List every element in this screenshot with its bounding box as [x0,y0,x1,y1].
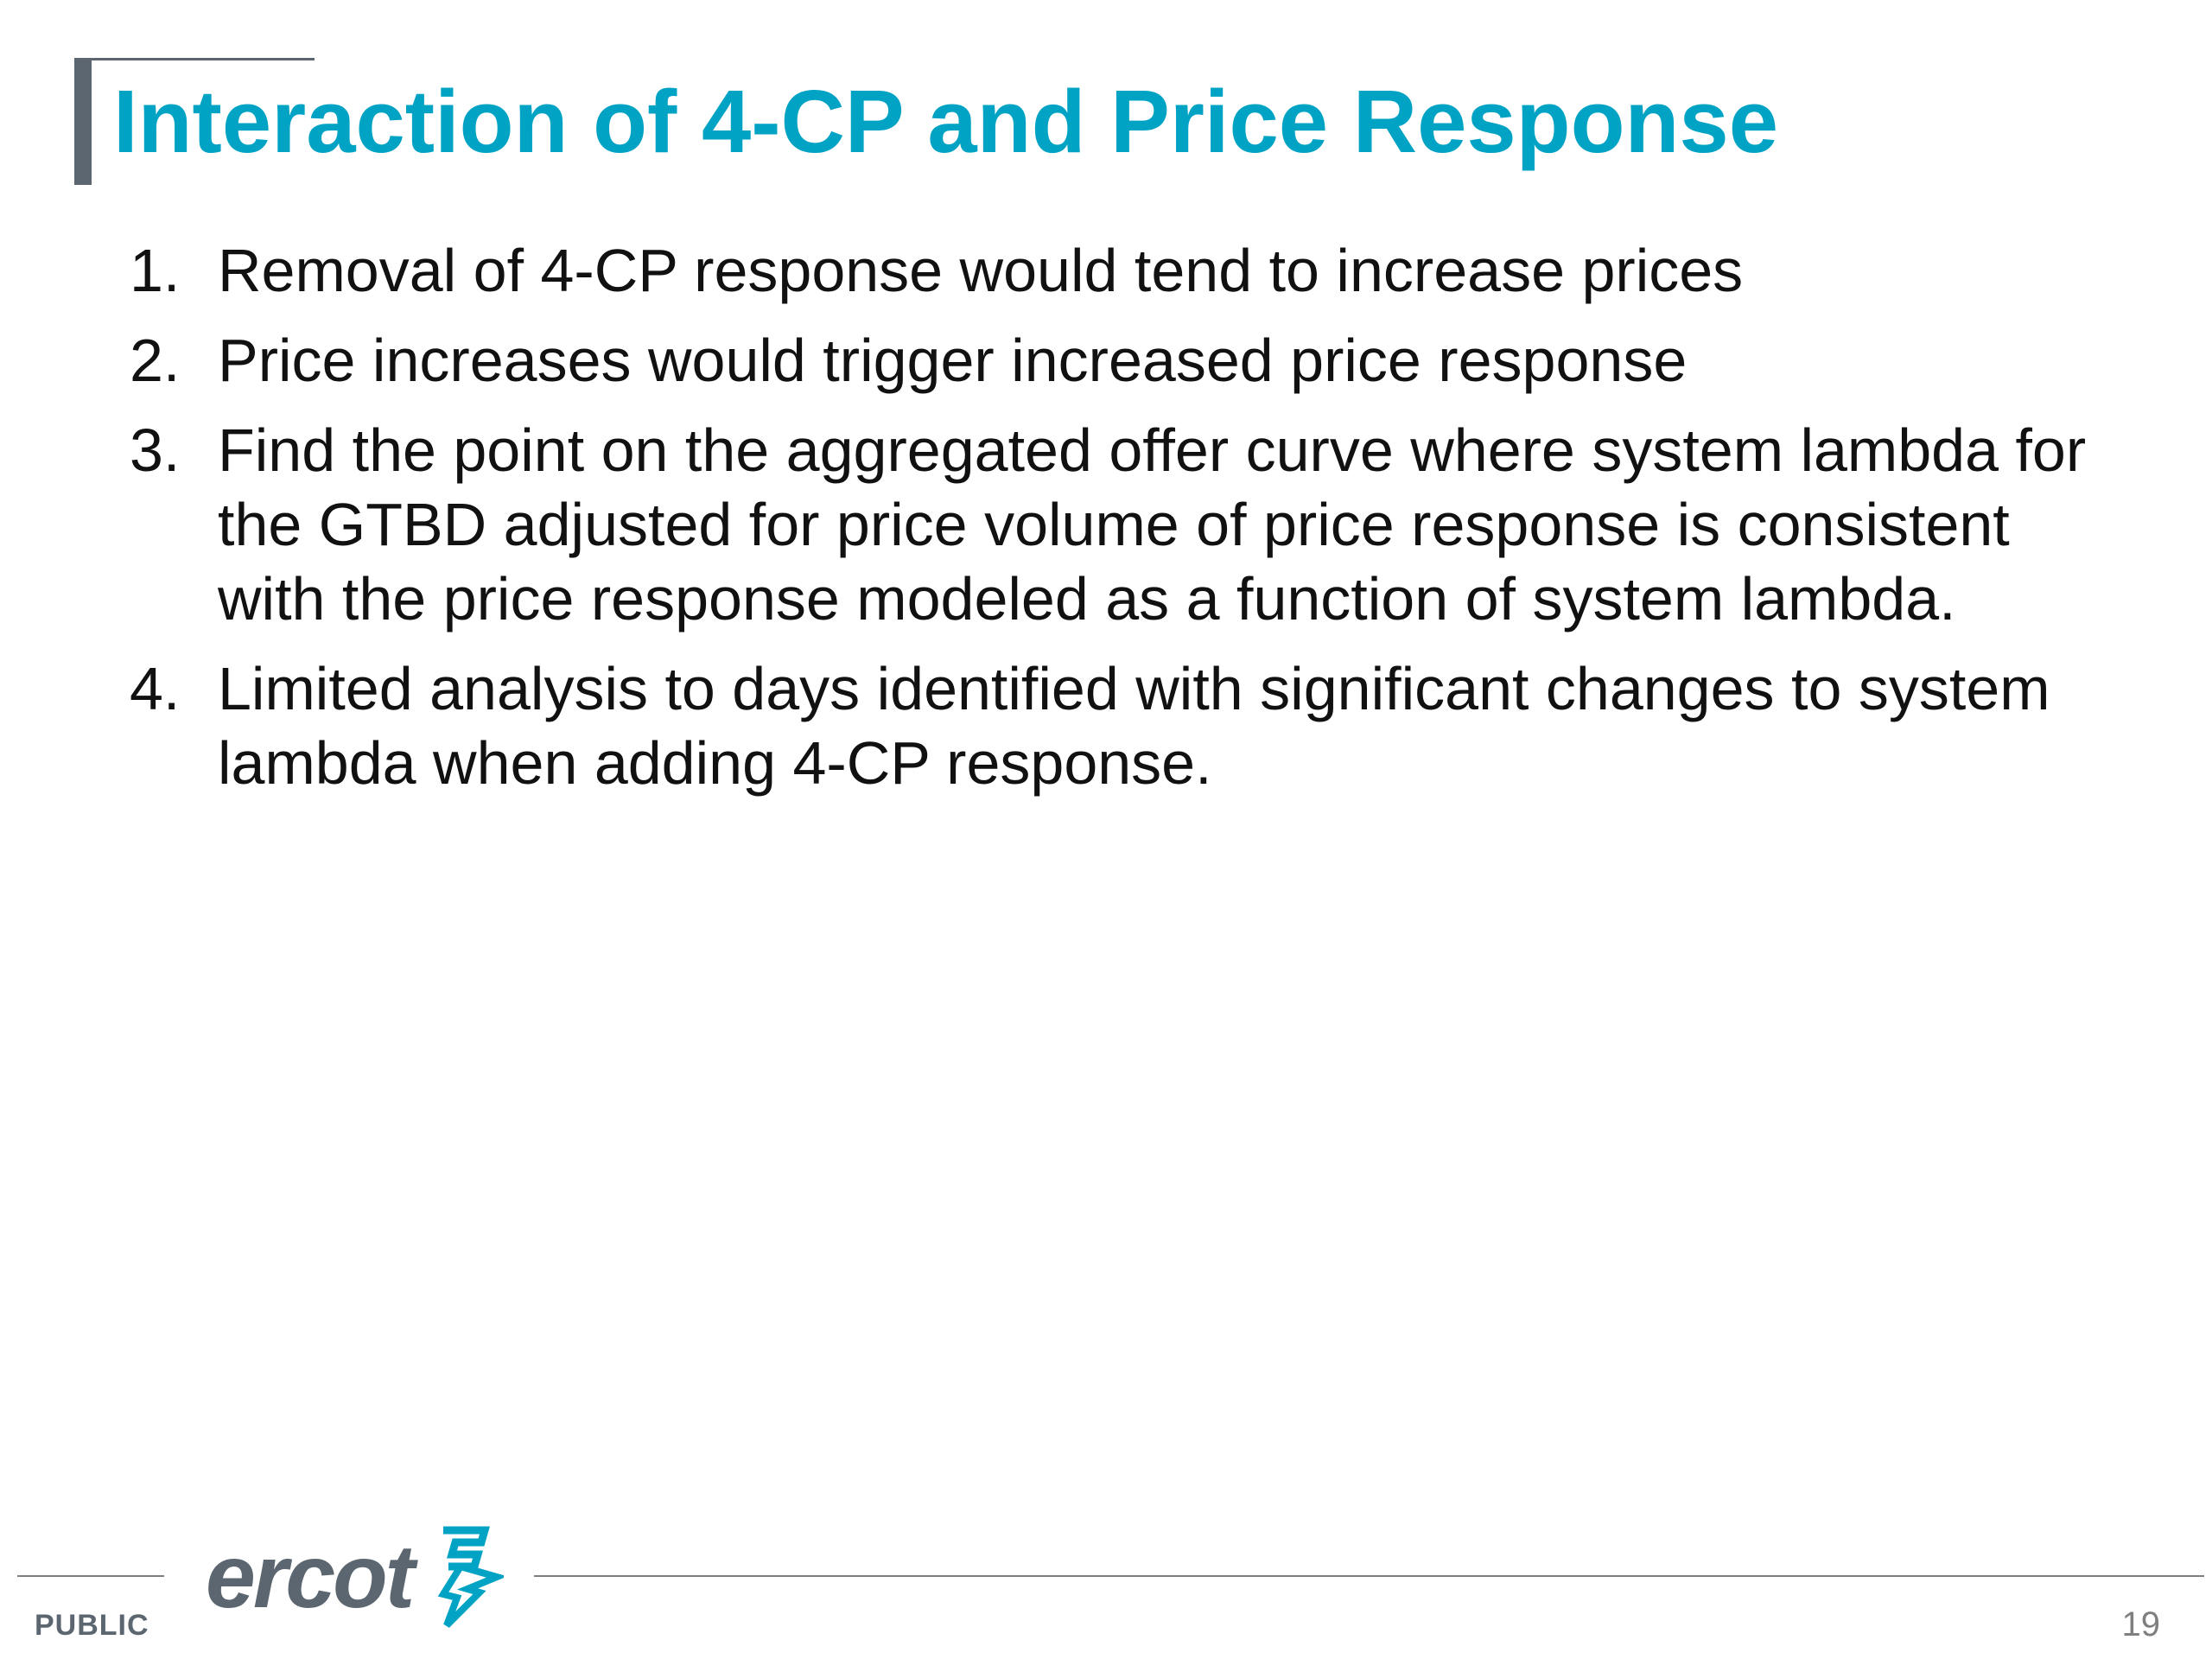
list-item-text: Find the point on the aggregated offer c… [218,416,2087,632]
lightning-bolt-icon [438,1526,505,1628]
ercot-logo: ercot [206,1521,505,1633]
footer-rule-left [17,1575,164,1577]
list-item-text: Price increases would trigger increased … [218,327,1688,394]
title-accent-top-rule [74,58,315,60]
classification-label: PUBLIC [35,1609,149,1642]
list-item: 2. Price increases would trigger increas… [130,323,2117,397]
slide-title: Interaction of 4-CP and Price Response [113,72,1778,171]
list-item-text: Removal of 4-CP response would tend to i… [218,237,1744,304]
list-item: 1. Removal of 4-CP response would tend t… [130,233,2117,308]
list-item-number: 1. [130,237,181,304]
bullet-list: 1. Removal of 4-CP response would tend t… [130,233,2117,816]
list-item: 3. Find the point on the aggregated offe… [130,413,2117,636]
list-item-number: 4. [130,655,181,722]
logo-wordmark: ercot [206,1527,415,1627]
title-accent-bar [74,58,92,185]
footer-rule-right [534,1575,2204,1577]
list-item-text: Limited analysis to days identified with… [218,655,2050,797]
list-item-number: 2. [130,327,181,394]
list-item: 4. Limited analysis to days identified w… [130,652,2117,800]
page-number: 19 [2121,1605,2161,1643]
list-item-number: 3. [130,416,181,484]
